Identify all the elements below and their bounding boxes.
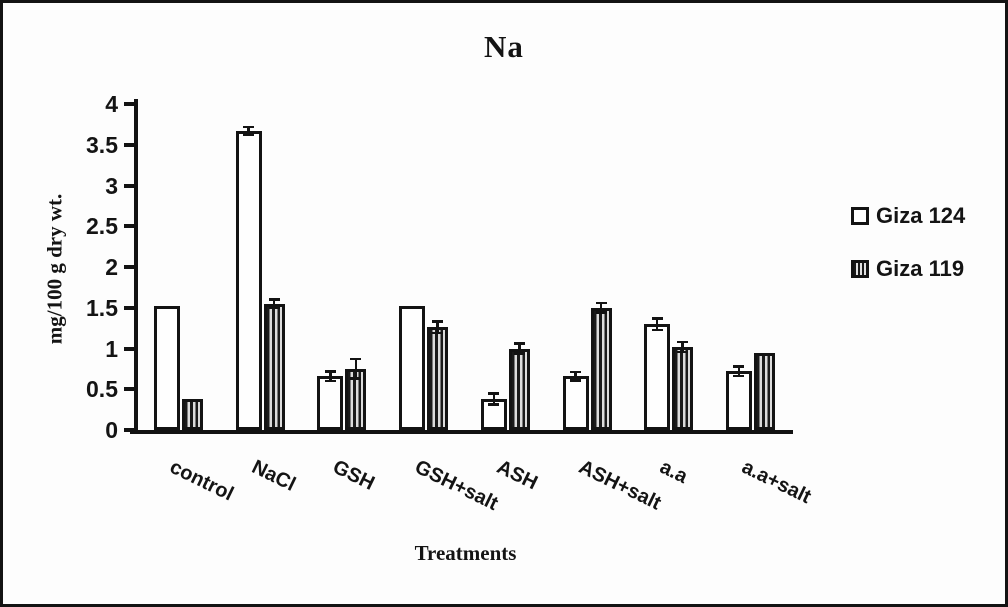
y-tick [124,142,135,147]
y-tick-label: 3 [105,172,118,199]
error-bar-cap [595,311,607,314]
bar-giza119-ASH+salt [590,307,612,430]
x-category-label: NaCl [248,456,299,496]
x-axis-title: Treatments [414,541,517,565]
error-bar-cap [243,133,255,137]
error-bar-cap [268,306,280,309]
error-bar-cap [733,374,745,378]
y-tick [124,346,135,351]
y-tick-label: 2.5 [86,213,118,240]
y-tick-label: 4 [105,91,118,117]
error-bar-cap [350,357,362,361]
bar-giza124-GSH+salt [399,306,426,430]
error-bar-cap [350,377,362,380]
giza-124-swatch-icon [851,207,869,225]
bar-giza119-NaCl [263,303,285,430]
error-bar [655,318,659,330]
bar-giza119-ASH [508,348,530,430]
legend-label-giza-124: Giza 124 [876,203,966,228]
x-category-label: GSH+salt [411,456,502,516]
bar-giza124-GSH [317,376,344,430]
error-bar-cap [651,328,663,331]
error-bar-cap [324,379,336,383]
giza-119-swatch-icon [851,260,869,278]
error-bar [329,371,332,382]
error-bar-cap [677,350,689,353]
error-bar-cap [243,125,255,129]
error-bar-cap [677,340,689,344]
error-bar-cap [268,298,280,301]
bar-giza119-control [182,399,203,430]
error-bar [247,126,250,135]
y-tick-label: 3.5 [86,131,118,158]
y-tick [124,183,135,188]
error-bar [518,343,521,354]
y-tick [124,102,135,106]
legend-item-giza-119: Giza 119 [851,256,965,282]
error-bar [737,366,741,377]
y-tick [124,428,135,432]
x-axis-line [130,430,793,434]
legend: Giza 124 Giza 119 [851,203,965,282]
x-category-label: a.a [656,456,692,488]
error-bar [492,393,496,405]
y-tick-label: 0.5 [86,376,118,403]
y-tick-label: 1.5 [86,294,118,321]
bar-giza124-ASH+salt [562,376,589,430]
y-tick [124,224,135,229]
error-bar [599,302,603,313]
error-bar [436,321,439,333]
bar-giza124-NaCl [235,130,262,430]
y-axis-line [134,99,138,430]
error-bar-cap [733,365,745,368]
plot-area: 0 0.5 1 1.5 2 2.5 3 3.5 4 control NaCl GSH GSH+salt A… [86,91,814,515]
error-bar-cap [432,331,444,335]
legend-label-giza-119: Giza 119 [876,256,965,281]
error-bar-cap [595,301,607,305]
bar-giza119-a.a+salt [753,352,775,430]
x-category-label: ASH [493,456,541,495]
x-category-label: ASH+salt [574,456,664,515]
y-tick [124,387,135,392]
chart-title: Na [484,29,524,64]
error-bar [681,341,684,352]
error-bar-cap [651,317,663,320]
y-tick [124,305,135,310]
y-tick-label: 0 [105,417,118,443]
error-bar [272,299,276,308]
error-bar-cap [432,320,444,323]
error-bar-cap [324,370,336,373]
bar-giza124-a.a [644,324,671,430]
legend-item-giza-124: Giza 124 [851,203,965,229]
error-bar-cap [513,352,525,355]
error-bar-cap [488,392,500,395]
x-category-label: a.a+salt [738,456,815,509]
y-tick-label: 1 [105,335,118,362]
error-bar [354,359,358,379]
bar-giza124-control [154,306,180,430]
x-category-label: GSH [329,456,379,495]
error-bar-cap [488,403,500,406]
bar-giza124-a.a+salt [725,371,752,430]
x-category-label: control [166,456,237,506]
y-tick [124,265,135,269]
error-bar [574,372,577,381]
y-tick-label: 2 [105,254,118,280]
error-bar-cap [570,370,581,374]
error-bar-cap [513,342,525,345]
bar-giza119-GSH+salt [427,327,449,430]
error-bar-cap [570,379,581,382]
bar-giza119-a.a [672,346,694,430]
